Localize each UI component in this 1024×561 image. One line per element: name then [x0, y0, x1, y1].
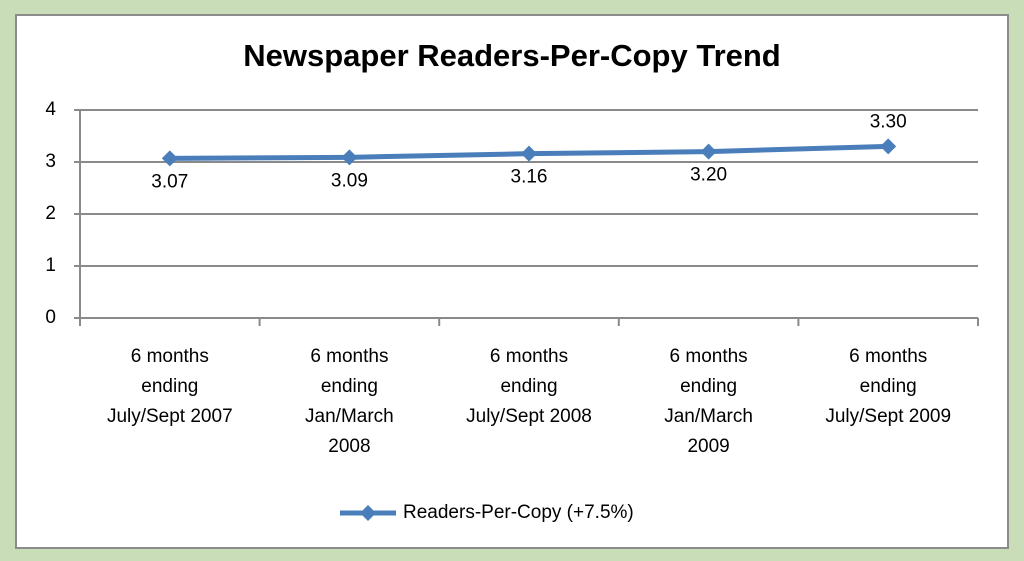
x-tick-label: 6 months ending Jan/March 2008: [305, 346, 394, 457]
data-label: 3.30: [870, 111, 907, 132]
x-tick-label: 6 months ending July/Sept 2008: [466, 346, 592, 427]
chart-title: Newspaper Readers-Per-Copy Trend: [243, 38, 781, 73]
x-tick-label: 6 months ending July/Sept 2007: [106, 346, 233, 427]
y-tick-label: 0: [45, 307, 56, 328]
data-label: 3.07: [151, 171, 188, 192]
marker: [521, 145, 537, 162]
marker: [341, 149, 358, 166]
marker: [700, 143, 717, 160]
y-tick-label: 1: [45, 255, 56, 276]
legend-label: Readers-Per-Copy (+7.5%): [403, 502, 634, 523]
y-tick-label: 4: [45, 99, 56, 120]
data-label: 3.09: [331, 170, 368, 191]
y-tick-label: 2: [45, 203, 56, 224]
data-label: 3.16: [511, 167, 548, 188]
marker: [161, 150, 178, 167]
x-tick-label: 6 months ending July/Sept 2009: [825, 346, 952, 427]
chart-frame: [15, 14, 1009, 549]
marker: [880, 138, 897, 155]
legend-marker: [360, 505, 376, 521]
data-label: 3.20: [690, 165, 727, 186]
y-tick-label: 3: [45, 151, 56, 172]
x-tick-label: 6 months ending Jan/March 2009: [664, 346, 753, 457]
